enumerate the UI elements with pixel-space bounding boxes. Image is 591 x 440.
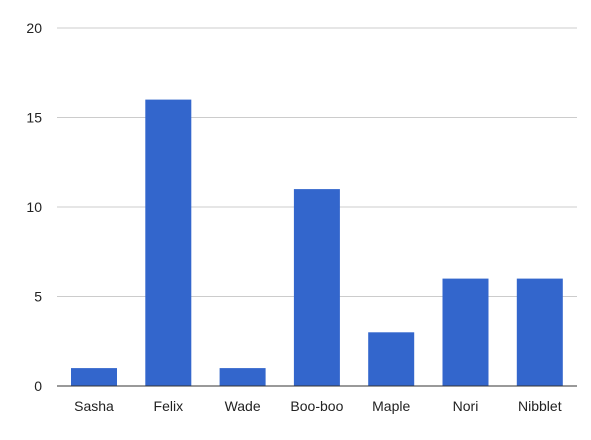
x-tick-label: Maple [372, 398, 410, 414]
y-tick-label: 10 [26, 199, 42, 215]
y-tick-label: 0 [34, 378, 42, 394]
bars [71, 99, 563, 386]
x-tick-label: Nibblet [518, 398, 562, 414]
y-tick-label: 20 [26, 20, 42, 36]
x-tick-label: Wade [225, 398, 261, 414]
x-tick-label: Felix [154, 398, 184, 414]
bar-felix [145, 99, 192, 386]
bar-sasha [71, 368, 117, 386]
y-tick-label: 15 [26, 110, 42, 126]
x-tick-label: Sasha [74, 398, 114, 414]
x-axis-category-labels: Sasha Felix Wade Boo-boo Maple Nori Nibblet [74, 398, 562, 414]
bar-boo-boo [293, 189, 340, 386]
bar-nibblet [516, 278, 563, 386]
y-tick-label: 5 [34, 289, 42, 305]
x-tick-label: Boo-boo [290, 398, 343, 414]
bar-wade [219, 368, 266, 386]
bar-maple [368, 332, 415, 386]
bar-nori [442, 278, 489, 386]
y-axis-tick-labels: 0 5 10 15 20 [26, 20, 42, 394]
x-tick-label: Nori [453, 398, 479, 414]
